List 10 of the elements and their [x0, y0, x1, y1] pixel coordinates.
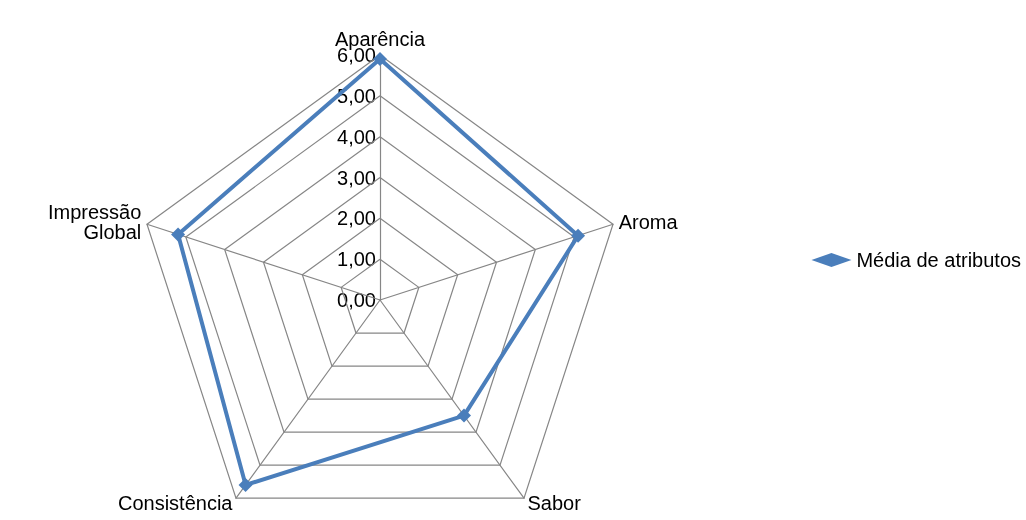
y-tick-label: 3,00	[337, 166, 376, 189]
spoke-label: Consistência	[117, 492, 234, 515]
spoke-label: Sabor	[527, 492, 582, 515]
y-tick-label: 0,00	[337, 289, 376, 311]
y-tick-label: 2,00	[337, 207, 376, 230]
legend-label: Média de atributos	[856, 249, 1022, 271]
spoke-label: Aroma	[618, 211, 679, 234]
y-tick-label: 4,00	[337, 125, 376, 148]
spoke-label: Impressão Global	[47, 201, 142, 244]
y-tick-label: 1,00	[337, 248, 376, 271]
